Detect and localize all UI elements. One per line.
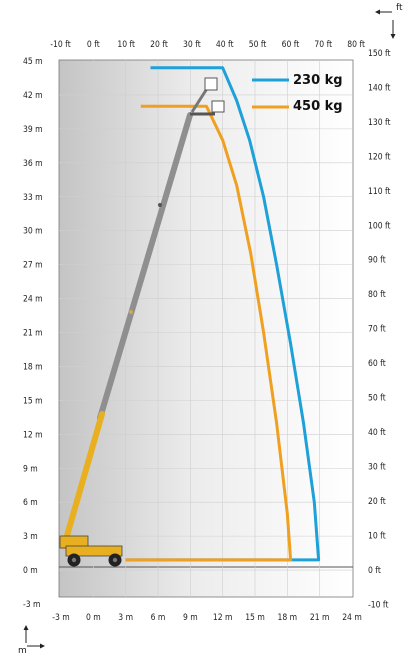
x-tick-m: 18 m — [278, 613, 298, 623]
upper-boom — [97, 112, 193, 421]
series-line-1 — [125, 104, 293, 562]
x-tick-m: -3 m — [52, 613, 70, 623]
x-tick-ft: 40 ft — [216, 40, 234, 50]
x-tick-labels-m: -3 m 0 m 3 m 6 m 9 m 12 m 15 m 18 m 21 m 24 m — [52, 613, 362, 623]
y-tick-labels-m: 45 m 42 m 39 m 36 m 33 m 30 m 27 m 24 m 21 m 18 m… — [23, 57, 43, 610]
y-tick-m: 24 m — [23, 295, 43, 305]
boom-lift-machine — [59, 77, 225, 567]
y-tick-m: 33 m — [23, 193, 43, 203]
x-tick-ft: 0 ft — [87, 40, 100, 50]
x-tick-m: 12 m — [213, 613, 233, 623]
x-tick-ft: 30 ft — [183, 40, 201, 50]
y-tick-m: 36 m — [23, 159, 43, 169]
y-tick-m: 18 m — [23, 362, 43, 372]
x-tick-m: 6 m — [151, 613, 166, 623]
y-tick-ft: 70 ft — [368, 325, 386, 335]
y-tick-m: 12 m — [23, 430, 43, 440]
vertical-grid — [93, 60, 320, 597]
y-tick-m: -3 m — [23, 600, 41, 610]
y-tick-labels-ft: 150 ft 140 ft 130 ft 120 ft 110 ft 100 ft 90 f… — [368, 49, 391, 611]
x-tick-m: 15 m — [245, 613, 265, 623]
y-tick-ft: 0 ft — [368, 566, 381, 576]
y-tick-ft: 90 ft — [368, 256, 386, 266]
m-unit-indicator: m — [18, 625, 45, 653]
basket-upper — [204, 77, 218, 91]
y-tick-m: 39 m — [23, 125, 43, 135]
boom-joint — [128, 309, 134, 315]
y-tick-ft: 50 ft — [368, 394, 386, 404]
y-tick-ft: 140 ft — [368, 83, 391, 93]
x-tick-ft: 10 ft — [117, 40, 135, 50]
x-tick-m: 9 m — [183, 613, 198, 623]
x-tick-labels-ft: -10 ft 0 ft 10 ft 20 ft 30 ft 40 ft 50 ft 60 ft… — [50, 40, 365, 50]
y-tick-ft: 130 ft — [368, 118, 391, 128]
y-tick-m: 15 m — [23, 396, 43, 406]
x-tick-m: 3 m — [118, 613, 133, 623]
y-tick-m: 3 m — [23, 532, 38, 542]
y-tick-ft: 10 ft — [368, 532, 386, 542]
y-tick-ft: 120 ft — [368, 152, 391, 162]
x-tick-ft: -10 ft — [50, 40, 70, 50]
ft-unit-indicator: ft — [375, 3, 403, 39]
y-tick-ft: 60 ft — [368, 359, 386, 369]
x-tick-m: 21 m — [310, 613, 330, 623]
lower-boom — [61, 411, 105, 549]
jib-arm — [190, 86, 210, 113]
boom-joint-upper — [158, 203, 162, 207]
series-line-0 — [125, 66, 321, 562]
y-tick-ft: -10 ft — [368, 601, 388, 611]
chassis — [65, 545, 123, 557]
y-tick-m: 6 m — [23, 498, 38, 508]
y-tick-m: 42 m — [23, 91, 43, 101]
x-tick-ft: 70 ft — [314, 40, 332, 50]
horizontal-grid — [59, 94, 353, 571]
m-unit-label: m — [18, 646, 27, 653]
legend-230kg: 230 kg — [293, 73, 343, 88]
range-curves — [125, 66, 321, 562]
x-tick-ft: 20 ft — [150, 40, 168, 50]
x-tick-ft: 50 ft — [249, 40, 267, 50]
wheel-hub-rear — [112, 557, 118, 563]
y-tick-m: 21 m — [23, 329, 43, 339]
plot-background — [58, 59, 354, 598]
x-tick-ft: 80 ft — [347, 40, 365, 50]
x-tick-m: 0 m — [86, 613, 101, 623]
y-tick-m: 27 m — [23, 261, 43, 271]
y-tick-ft: 150 ft — [368, 49, 391, 59]
y-tick-m: 30 m — [23, 227, 43, 237]
y-tick-m: 45 m — [23, 57, 43, 67]
legend-450kg: 450 kg — [293, 99, 343, 114]
y-tick-ft: 40 ft — [368, 428, 386, 438]
y-tick-ft: 110 ft — [368, 187, 391, 197]
wheel-hub-front — [71, 557, 77, 563]
x-tick-m: 24 m — [342, 613, 362, 623]
basket-lower — [211, 100, 225, 113]
y-tick-ft: 100 ft — [368, 221, 391, 231]
ft-unit-label: ft — [396, 3, 403, 13]
x-tick-ft: 60 ft — [282, 40, 300, 50]
y-tick-ft: 80 ft — [368, 290, 386, 300]
y-tick-m: 9 m — [23, 464, 38, 474]
y-tick-ft: 20 ft — [368, 497, 386, 507]
y-tick-ft: 30 ft — [368, 463, 386, 473]
y-tick-m: 0 m — [23, 566, 38, 576]
